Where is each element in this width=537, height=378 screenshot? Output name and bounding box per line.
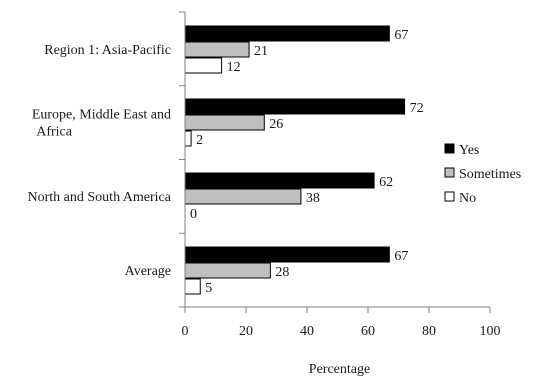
bar-sometimes-4 (184, 262, 271, 279)
x-axis-title: Percentage (309, 362, 370, 377)
bar-yes-1 (184, 25, 390, 42)
legend-swatch-sometimes (444, 167, 455, 178)
x-tick-label-100: 100 (480, 324, 501, 339)
category-label-average: Average (125, 264, 171, 279)
bar-yes-3 (184, 172, 375, 189)
bars (184, 25, 406, 295)
data-label-sometimes-2: 26 (269, 117, 283, 132)
data-label-no-1: 12 (227, 60, 241, 75)
data-label-yes-2: 72 (410, 101, 424, 116)
data-label-no-2: 2 (196, 133, 203, 148)
x-tick-label-80: 80 (422, 324, 436, 339)
bar-yes-4 (184, 246, 390, 263)
bar-no-4 (184, 278, 201, 295)
legend: Yes Sometimes No (444, 143, 521, 206)
data-label-no-4: 5 (205, 281, 212, 296)
legend-swatch-no (444, 191, 455, 202)
bar-no-2 (184, 130, 192, 147)
data-label-sometimes-1: 21 (254, 44, 268, 59)
data-label-yes-3: 62 (379, 175, 393, 190)
x-axis-ticks (184, 307, 491, 313)
x-tick-label-0: 0 (182, 324, 189, 339)
x-tick-label-20: 20 (239, 324, 253, 339)
bar-no-1 (184, 57, 223, 74)
category-label-europe-middle-east-and-africa: Europe, Middle East and Africa (32, 108, 171, 140)
legend-label-sometimes: Sometimes (459, 167, 521, 182)
data-label-yes-4: 67 (394, 249, 408, 264)
category-label-line: Average (125, 264, 171, 279)
x-tick-label-40: 40 (300, 324, 314, 339)
data-label-yes-1: 67 (394, 28, 408, 43)
category-label-line: North and South America (28, 190, 172, 205)
data-label-sometimes-4: 28 (275, 265, 289, 280)
y-axis-ticks (179, 11, 185, 308)
data-label-sometimes-3: 38 (306, 191, 320, 206)
legend-swatch-yes (444, 143, 455, 154)
bar-sometimes-1 (184, 41, 250, 58)
x-tick-label-60: 60 (361, 324, 375, 339)
data-label-no-3: 0 (190, 207, 197, 222)
bar-sometimes-2 (184, 114, 265, 131)
axes: 0 20 40 60 80 100 (179, 11, 501, 339)
category-label-line: Europe, Middle East and (32, 108, 171, 123)
legend-label-no: No (459, 191, 476, 206)
bar-yes-2 (184, 98, 406, 115)
category-label-line: Africa (36, 125, 73, 140)
category-labels: Region 1: Asia-Pacific Europe, Middle Eas… (28, 43, 172, 279)
category-label-north-and-south-america: North and South America (28, 190, 172, 205)
bar-sometimes-3 (184, 188, 302, 205)
x-tick-labels: 0 20 40 60 80 100 (182, 324, 501, 339)
data-labels: 67 21 12 72 26 2 62 38 0 67 28 5 (190, 28, 424, 296)
legend-label-yes: Yes (459, 143, 479, 158)
category-label-region-1-asia-pacific: Region 1: Asia-Pacific (44, 43, 171, 58)
category-label-line: Region 1: Asia-Pacific (44, 43, 171, 58)
